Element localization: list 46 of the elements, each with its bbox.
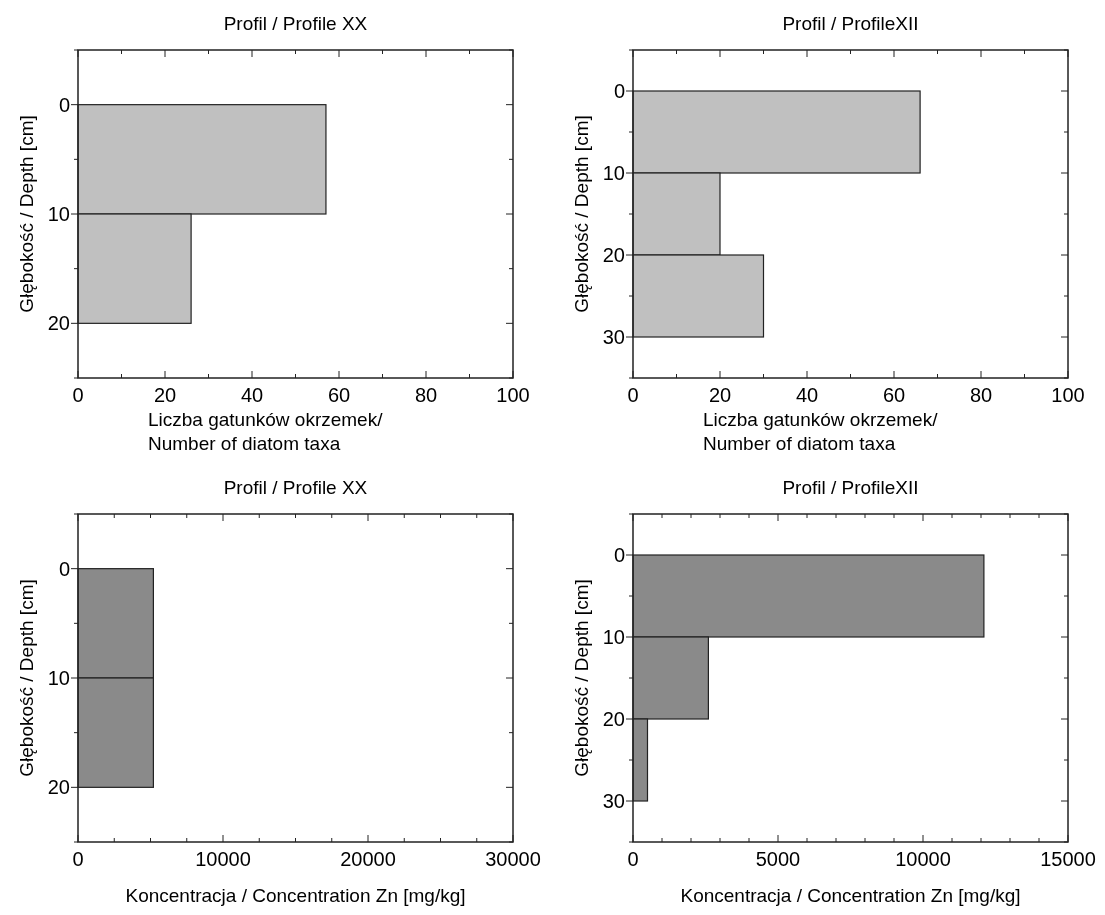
- y-tick-label: 20: [602, 244, 625, 266]
- x-tick-label: 10000: [195, 848, 251, 870]
- x-tick-label: 20000: [340, 848, 396, 870]
- x-tick-label: 80: [414, 384, 438, 406]
- y-tick-label: 0: [613, 544, 625, 566]
- y-tick-label: 30: [602, 790, 625, 812]
- y-tick-label: 10: [602, 162, 625, 184]
- x-tick-label: 5000: [755, 848, 801, 870]
- y-axis-title: Głębokość / Depth [cm]: [16, 115, 37, 313]
- x-axis-title: Koncentracja / Concentration Zn [mg/kg]: [125, 885, 466, 906]
- x-tick-label: 30000: [485, 848, 541, 870]
- y-tick-label: 20: [47, 312, 70, 335]
- x-tick-label: 20: [153, 384, 177, 406]
- x-tick-label: 0: [627, 384, 639, 406]
- y-tick-label: 30: [602, 326, 625, 348]
- x-tick-label: 10000: [895, 848, 951, 870]
- x-axis-title: Koncentracja / Concentration Zn [mg/kg]: [680, 885, 1021, 906]
- chart-title: Profil / Profile XX: [223, 13, 368, 34]
- x-tick-label: 80: [969, 384, 993, 406]
- y-tick-label: 20: [47, 776, 70, 799]
- y-tick-label: 20: [602, 708, 625, 730]
- x-axis-title: Liczba gatunków okrzemek/ Number of diatom taxa: [703, 409, 939, 454]
- y-axis-title: Głębokość / Depth [cm]: [16, 579, 37, 777]
- x-tick-label: 0: [72, 384, 84, 406]
- x-tick-label: 40: [240, 384, 264, 406]
- y-axis-title: Głębokość / Depth [cm]: [571, 115, 592, 313]
- y-tick-label: 0: [58, 93, 70, 116]
- x-tick-label: 0: [72, 848, 84, 870]
- x-tick-label: 100: [496, 384, 530, 406]
- x-tick-label: 0: [627, 848, 639, 870]
- chart-title: Profil / Profile XX: [223, 477, 368, 498]
- y-tick-label: 10: [602, 626, 625, 648]
- chart-title: Profil / ProfileXII: [782, 477, 919, 498]
- x-axis-title: Liczba gatunków okrzemek/ Number of diatom taxa: [148, 409, 384, 454]
- y-tick-label: 0: [58, 557, 70, 580]
- x-tick-label: 20: [708, 384, 732, 406]
- y-axis-title: Głębokość / Depth [cm]: [571, 579, 592, 777]
- x-tick-label: 40: [795, 384, 819, 406]
- y-tick-label: 10: [47, 203, 70, 225]
- x-tick-label: 100: [1051, 384, 1085, 406]
- x-tick-label: 60: [327, 384, 351, 406]
- x-tick-label: 15000: [1040, 848, 1096, 870]
- x-tick-label: 60: [882, 384, 906, 406]
- y-tick-label: 0: [613, 80, 625, 102]
- y-tick-label: 10: [47, 667, 70, 689]
- chart-title: Profil / ProfileXII: [782, 13, 919, 34]
